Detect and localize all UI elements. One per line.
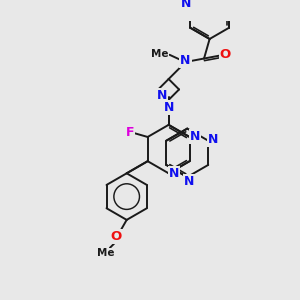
Text: N: N [164, 101, 174, 114]
Text: N: N [208, 133, 218, 146]
Text: Me: Me [151, 49, 168, 59]
Text: O: O [111, 230, 122, 243]
Text: N: N [157, 88, 167, 101]
Text: N: N [169, 167, 179, 180]
Text: N: N [181, 0, 192, 10]
Text: N: N [180, 54, 190, 67]
Text: O: O [220, 48, 231, 61]
Text: N: N [190, 130, 200, 143]
Text: N: N [184, 175, 194, 188]
Text: Me: Me [97, 248, 114, 258]
Text: F: F [126, 126, 134, 139]
